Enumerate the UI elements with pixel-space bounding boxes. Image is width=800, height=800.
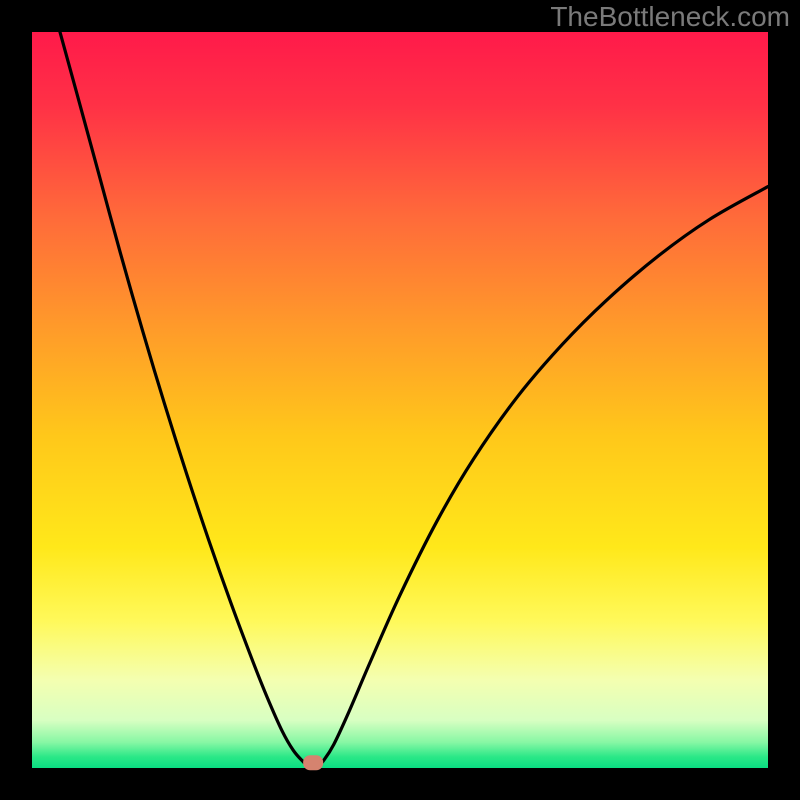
watermark-text: TheBottleneck.com — [550, 1, 790, 32]
bottleneck-chart-svg: TheBottleneck.com — [0, 0, 800, 800]
chart-root: TheBottleneck.com — [0, 0, 800, 800]
optimal-point-marker — [303, 755, 323, 770]
plot-background — [32, 32, 768, 768]
